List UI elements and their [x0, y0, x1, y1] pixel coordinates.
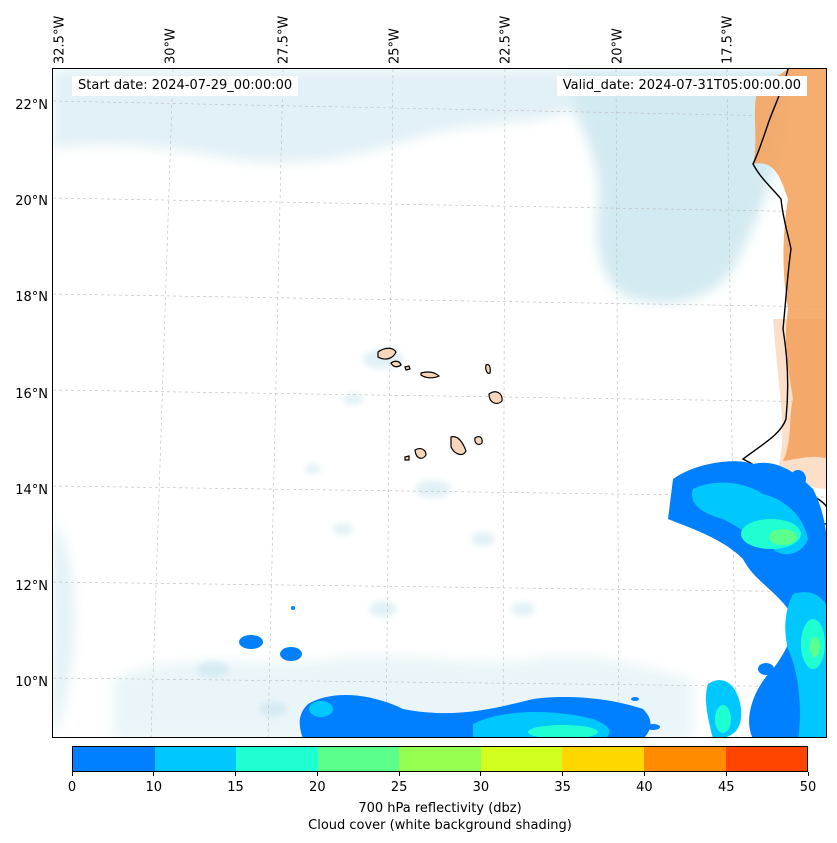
colorbar	[72, 746, 808, 772]
reflectivity-blob-west-1	[239, 635, 263, 649]
colorbar-tick-label-8: 45	[717, 780, 735, 795]
start-date-label: Start date: 2024-07-29_00:00:00	[72, 76, 299, 96]
map-panel	[52, 68, 827, 738]
colorbar-tick-label-5: 30	[472, 780, 490, 795]
reflectivity-15-se	[715, 705, 731, 733]
reflectivity-layer	[239, 461, 826, 737]
lon-label-17-5w: 17.5°W	[720, 15, 736, 64]
reflectivity-blob-west-2	[280, 647, 302, 661]
lon-label-22-5w: 22.5°W	[498, 15, 514, 64]
lon-label-27-5w: 27.5°W	[276, 15, 292, 64]
lat-label-18n: 18°N	[15, 290, 48, 305]
reflectivity-speck-3	[646, 724, 660, 730]
reflectivity-15-south	[528, 725, 598, 737]
colorbar-label-cloud-cover: Cloud cover (white background shading)	[308, 818, 572, 833]
cabo-verde-islands	[377, 347, 503, 461]
colorbar-segment-6	[562, 747, 644, 771]
colorbar-segment-4	[399, 747, 481, 771]
colorbar-tick-7	[643, 772, 645, 776]
valid-date-label: Valid_date: 2024-07-31T05:00:00.00	[556, 76, 807, 96]
colorbar-tick-label-9: 50	[799, 780, 817, 795]
colorbar-segment-7	[643, 747, 726, 771]
colorbar-tick-5	[480, 772, 482, 776]
colorbar-tick-3	[316, 772, 318, 776]
colorbar-segment-1	[154, 747, 237, 771]
reflectivity-20-coast	[810, 637, 820, 657]
lat-label-10n: 10°N	[15, 675, 48, 690]
colorbar-tick-9	[807, 772, 809, 776]
reflectivity-core-west	[309, 701, 333, 717]
reflectivity-20-east	[769, 529, 797, 545]
colorbar-tick-label-4: 25	[390, 780, 408, 795]
island-sao-vicente	[390, 360, 402, 368]
lon-label-32-5w: 32.5°W	[52, 15, 68, 64]
island-sao-nicolau	[420, 371, 441, 379]
island-santa-luzia	[404, 365, 411, 371]
colorbar-tick-2	[235, 772, 237, 776]
colorbar-segment-0	[73, 747, 155, 771]
lon-label-25w: 25°W	[387, 28, 403, 64]
colorbar-tick-label-7: 40	[636, 780, 653, 795]
island-maio	[474, 436, 483, 445]
colorbar-tick-label-2: 15	[227, 780, 244, 795]
colorbar-tick-label-6: 35	[554, 780, 571, 795]
map-canvas	[53, 69, 826, 737]
colorbar-label-reflectivity: 700 hPa reflectivity (dbz)	[358, 801, 522, 816]
colorbar-tick-0	[71, 772, 73, 776]
lat-label-20n: 20°N	[15, 194, 48, 209]
island-santiago	[450, 436, 467, 456]
lat-label-14n: 14°N	[15, 483, 48, 498]
graticule	[53, 69, 826, 737]
colorbar-tick-label-1: 10	[145, 780, 163, 795]
colorbar-tick-1	[153, 772, 155, 776]
colorbar-tick-label-0: 0	[67, 780, 77, 795]
colorbar-tick-4	[398, 772, 400, 776]
africa-land-fade	[773, 319, 826, 489]
cloud-band-northeast	[573, 69, 793, 303]
lon-label-20w: 20°W	[610, 28, 626, 64]
lon-label-30w: 30°W	[163, 28, 179, 64]
reflectivity-speck-2	[631, 697, 639, 701]
lat-label-22n: 22°N	[15, 98, 48, 113]
island-sal	[485, 363, 491, 374]
island-brava	[404, 455, 410, 461]
reflectivity-blob-east-2	[790, 470, 806, 488]
island-fogo	[414, 448, 427, 459]
lat-label-12n: 12°N	[15, 579, 48, 594]
cloud-band-west	[53, 519, 75, 737]
colorbar-tick-label-3: 20	[309, 780, 326, 795]
island-boa-vista	[488, 391, 503, 404]
cloud-cover-layer	[53, 69, 793, 737]
colorbar-tick-6	[562, 772, 564, 776]
reflectivity-blob-east-1	[758, 663, 774, 675]
colorbar-segment-3	[317, 747, 400, 771]
reflectivity-speck-1	[291, 606, 295, 610]
colorbar-tick-8	[725, 772, 727, 776]
colorbar-segment-5	[480, 747, 563, 771]
colorbar-segment-8	[725, 747, 808, 771]
lat-label-16n: 16°N	[15, 387, 48, 402]
colorbar-segment-2	[236, 747, 318, 771]
island-santo-antao	[377, 347, 397, 360]
